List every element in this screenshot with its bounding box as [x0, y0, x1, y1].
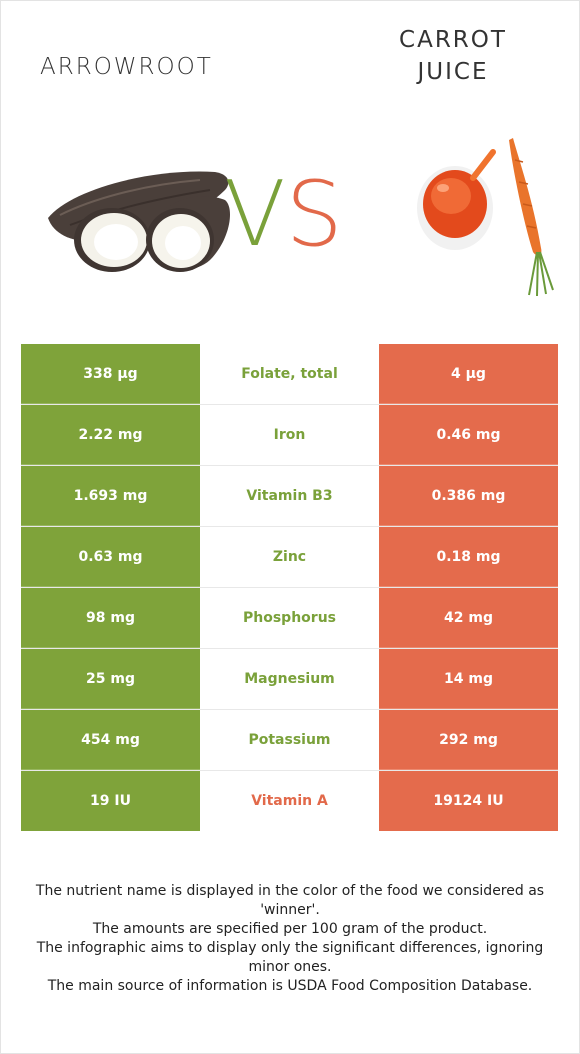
carrot-juice-value: 42 mg: [379, 588, 558, 648]
vs-label: VS: [224, 170, 343, 260]
nutrient-name: Phosphorus: [200, 588, 379, 648]
footer-notes: The nutrient name is displayed in the co…: [20, 882, 560, 996]
vs-s-letter: S: [285, 162, 343, 267]
carrot-juice-value: 14 mg: [379, 649, 558, 709]
carrot-juice-value: 0.386 mg: [379, 466, 558, 526]
carrot-juice-value: 0.46 mg: [379, 405, 558, 465]
carrot-juice-value: 0.18 mg: [379, 527, 558, 587]
carrot-juice-image: [417, 138, 554, 297]
nutrient-name: Potassium: [200, 710, 379, 770]
table-row: 0.63 mg Zinc 0.18 mg: [21, 527, 558, 588]
footer-line: The nutrient name is displayed in the co…: [35, 883, 545, 918]
footer-line: The amounts are specified per 100 gram o…: [92, 921, 488, 937]
table-row: 2.22 mg Iron 0.46 mg: [21, 405, 558, 466]
arrowroot-value: 454 mg: [21, 710, 200, 770]
arrowroot-image: [48, 171, 230, 272]
table-row: 454 mg Potassium 292 mg: [21, 710, 558, 771]
arrowroot-value: 2.22 mg: [21, 405, 200, 465]
arrowroot-value: 25 mg: [21, 649, 200, 709]
right-food-title-line2: JUICE: [417, 59, 489, 85]
nutrient-name: Folate, total: [200, 344, 379, 404]
arrowroot-value: 98 mg: [21, 588, 200, 648]
comparison-table: 338 µg Folate, total 4 µg 2.22 mg Iron 0…: [21, 344, 558, 831]
right-food-title: CARROT JUICE: [376, 24, 530, 88]
carrot-juice-value: 292 mg: [379, 710, 558, 770]
arrowroot-value: 19 IU: [21, 771, 200, 831]
table-row: 19 IU Vitamin A 19124 IU: [21, 771, 558, 831]
footer-line: The main source of information is USDA F…: [47, 978, 533, 994]
nutrient-name: Vitamin B3: [200, 466, 379, 526]
arrowroot-value: 0.63 mg: [21, 527, 200, 587]
carrot-juice-value: 19124 IU: [379, 771, 558, 831]
vs-v-letter: V: [224, 162, 286, 267]
nutrient-name: Zinc: [200, 527, 379, 587]
nutrient-name: Magnesium: [200, 649, 379, 709]
arrowroot-value: 338 µg: [21, 344, 200, 404]
nutrient-name: Iron: [200, 405, 379, 465]
right-food-title-line1: CARROT: [399, 27, 507, 53]
carrot-juice-value: 4 µg: [379, 344, 558, 404]
footer-line: The infographic aims to display only the…: [36, 940, 544, 975]
arrowroot-value: 1.693 mg: [21, 466, 200, 526]
table-row: 338 µg Folate, total 4 µg: [21, 344, 558, 405]
left-food-title: ARROWROOT: [40, 54, 213, 80]
table-row: 25 mg Magnesium 14 mg: [21, 649, 558, 710]
table-row: 98 mg Phosphorus 42 mg: [21, 588, 558, 649]
nutrient-name: Vitamin A: [200, 771, 379, 831]
table-row: 1.693 mg Vitamin B3 0.386 mg: [21, 466, 558, 527]
